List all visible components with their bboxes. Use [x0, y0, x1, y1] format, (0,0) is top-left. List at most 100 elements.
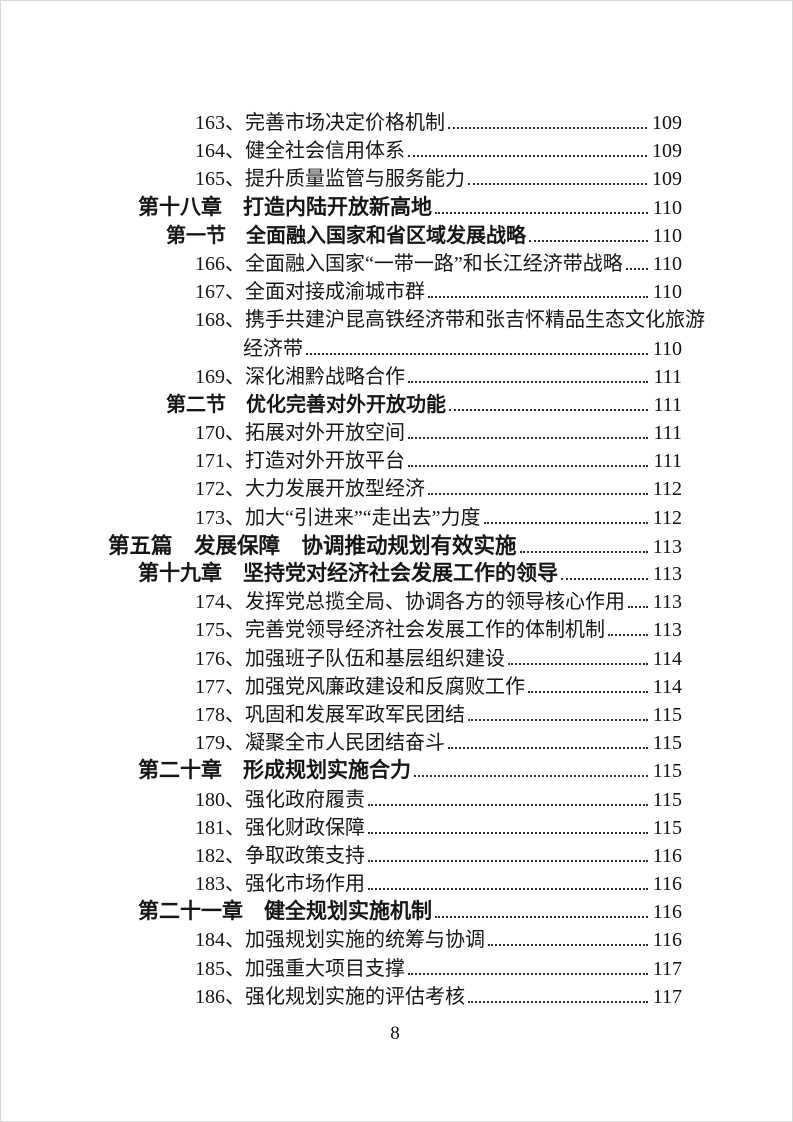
dot-leader	[529, 237, 648, 242]
toc-entry-page: 111	[653, 422, 682, 445]
dot-leader	[428, 490, 648, 496]
dot-leader	[483, 519, 648, 524]
toc-entry-page: 117	[652, 957, 682, 980]
toc-entry-title: 178、巩固和发展军政军民团结	[195, 703, 465, 726]
dot-leader	[448, 124, 647, 129]
dot-leader	[368, 801, 648, 806]
toc-entry-row[interactable]: 166、全面融入国家“一带一路”和长江经济带战略 110	[195, 250, 682, 278]
toc-entry-title: 179、凝聚全市人民团结奋斗	[195, 732, 445, 755]
toc-entry-row[interactable]: 179、凝聚全市人民团结奋斗 115	[195, 729, 682, 757]
toc-entry-row[interactable]: 174、发挥党总揽全局、协调各方的领导核心作用 113	[195, 588, 682, 616]
toc-entry-title: 182、争取政策支持	[195, 844, 365, 867]
toc-entry-title: 第二十一章 健全规划实施机制	[138, 900, 432, 924]
toc-entry-row[interactable]: 176、加强班子队伍和基层组织建设 114	[195, 645, 682, 673]
toc-entry-page: 109	[652, 140, 682, 163]
toc-entry-page: 110	[652, 224, 682, 247]
toc-entry-title: 第十九章 坚持党对经济社会发展工作的领导	[138, 562, 558, 585]
dot-leader	[368, 829, 648, 834]
toc-entry-title: 163、完善市场决定价格机制	[195, 112, 445, 134]
toc-entry-row[interactable]: 第十九章 坚持党对经济社会发展工作的领导 113	[138, 560, 682, 588]
toc-entry-row[interactable]: 163、完善市场决定价格机制 109	[195, 109, 682, 137]
toc-entry-row[interactable]: 第五篇 发展保障 协调推动规划有效实施 113	[108, 532, 682, 560]
toc-entry-row[interactable]: 173、加大“引进来”“走出去”力度 112	[195, 504, 682, 532]
toc-entry-page: 113	[652, 535, 682, 558]
toc-entry-title: 169、深化湘黔战略合作	[195, 365, 405, 388]
toc-entry-row[interactable]: 177、加强党风廉政建设和反腐败工作 114	[195, 673, 682, 701]
dot-leader	[519, 548, 648, 553]
dot-leader	[368, 885, 648, 891]
toc-entry-row[interactable]: 183、强化市场作用 116	[195, 870, 682, 898]
toc-entry-title: 177、加强党风廉政建设和反腐败工作	[195, 675, 525, 698]
toc-entry-page: 114	[652, 647, 682, 670]
toc-entry-title: 经济带	[243, 337, 303, 360]
toc-entry-page: 112	[652, 478, 682, 501]
toc-entry-row[interactable]: 164、健全社会信用体系 109	[195, 137, 682, 165]
toc-entry-page: 113	[652, 591, 682, 614]
toc-entry-title: 173、加大“引进来”“走出去”力度	[195, 506, 481, 529]
dot-leader	[408, 434, 649, 440]
toc-entry-row[interactable]: 172、大力发展开放型经济 112	[195, 475, 682, 503]
toc-entry-row[interactable]: 第二十一章 健全规划实施机制 116	[138, 898, 682, 926]
toc-entry-row[interactable]: 181、强化财政保障 115	[195, 814, 682, 842]
toc-entry-row[interactable]: 171、打造对外开放平台 111	[195, 447, 682, 475]
dot-leader	[628, 603, 648, 609]
toc-entry-title: 181、强化财政保障	[195, 816, 365, 839]
toc-entry-title: 第二十章 形成规划实施合力	[138, 759, 411, 783]
toc-entry-page: 109	[652, 112, 682, 134]
toc-entry-row[interactable]: 186、强化规划实施的评估考核 117	[195, 983, 682, 1011]
toc-entry-page: 117	[652, 985, 682, 1008]
toc-entry-row[interactable]: 170、拓展对外开放空间 111	[195, 419, 682, 447]
toc-entry-row[interactable]: 165、提升质量监管与服务能力 109	[195, 165, 682, 193]
toc-entry-title: 167、全面对接成渝城市群	[195, 281, 425, 304]
dot-leader	[414, 772, 648, 778]
toc-entry-title: 171、打造对外开放平台	[195, 450, 405, 473]
toc-entry-row[interactable]: 185、加强重大项目支撑 117	[195, 955, 682, 983]
toc-entry-row[interactable]: 180、强化政府履责 115	[195, 786, 682, 814]
toc-entry-row[interactable]: 经济带 110	[243, 335, 682, 363]
toc-entry-row[interactable]: 第二十章 形成规划实施合力 115	[138, 757, 682, 785]
toc-entry-title: 165、提升质量监管与服务能力	[195, 168, 465, 191]
toc-entry-page: 109	[652, 168, 682, 191]
dot-leader	[408, 378, 649, 383]
toc-entry-title: 174、发挥党总揽全局、协调各方的领导核心作用	[195, 591, 625, 614]
toc-entry-title: 第十八章 打造内陆开放新高地	[138, 195, 432, 219]
dot-leader	[435, 209, 648, 214]
toc-entry-page: 116	[652, 873, 682, 896]
dot-leader	[408, 970, 648, 975]
toc-entry-title: 164、健全社会信用体系	[195, 140, 405, 163]
dot-leader	[449, 406, 649, 411]
page-number: 8	[390, 1023, 400, 1044]
dot-leader	[608, 631, 648, 637]
toc-entry-title: 175、完善党领导经济社会发展工作的体制机制	[195, 619, 605, 642]
toc-entry-page: 110	[652, 252, 682, 275]
toc-entry-row[interactable]: 第一节 全面融入国家和省区域发展战略 110	[166, 222, 682, 250]
toc-entry-page: 116	[652, 901, 682, 924]
toc-entry-page: 110	[652, 281, 682, 304]
toc-entry-row[interactable]: 169、深化湘黔战略合作 111	[195, 363, 682, 391]
toc-entry-row[interactable]: 182、争取政策支持 116	[195, 842, 682, 870]
toc-entry-row[interactable]: 184、加强规划实施的统筹与协调 116	[195, 926, 682, 954]
toc-entry-row[interactable]: 第二节 优化完善对外开放功能 111	[166, 391, 682, 419]
toc-entry-title: 第二节 优化完善对外开放功能	[166, 393, 446, 416]
toc-entry-row[interactable]: 168、携手共建沪昆高铁经济带和张吉怀精品生态文化旅游	[195, 306, 705, 334]
toc-entry-row[interactable]: 178、巩固和发展军政军民团结 115	[195, 701, 682, 729]
toc-entry-row[interactable]: 第十八章 打造内陆开放新高地 110	[138, 194, 682, 222]
dot-leader	[625, 265, 648, 270]
toc-entry-page: 116	[652, 844, 682, 867]
toc-entry-page: 115	[652, 760, 682, 783]
toc-entry-page: 111	[653, 393, 682, 416]
toc-entry-title: 180、强化政府履责	[195, 788, 365, 811]
toc-entry-page: 113	[652, 619, 682, 642]
dot-leader	[528, 688, 648, 693]
toc-entry-page: 112	[652, 506, 682, 529]
toc-entry-title: 170、拓展对外开放空间	[195, 422, 405, 445]
dot-leader	[428, 293, 648, 299]
toc-entry-page: 115	[652, 788, 682, 811]
toc-entry-row[interactable]: 175、完善党领导经济社会发展工作的体制机制 113	[195, 616, 682, 644]
dot-leader	[488, 941, 648, 947]
toc-entry-row[interactable]: 167、全面对接成渝城市群 110	[195, 278, 682, 306]
dot-leader	[448, 744, 648, 750]
toc-entry-title: 166、全面融入国家“一带一路”和长江经济带战略	[195, 252, 623, 275]
toc-entry-page: 115	[652, 732, 682, 755]
